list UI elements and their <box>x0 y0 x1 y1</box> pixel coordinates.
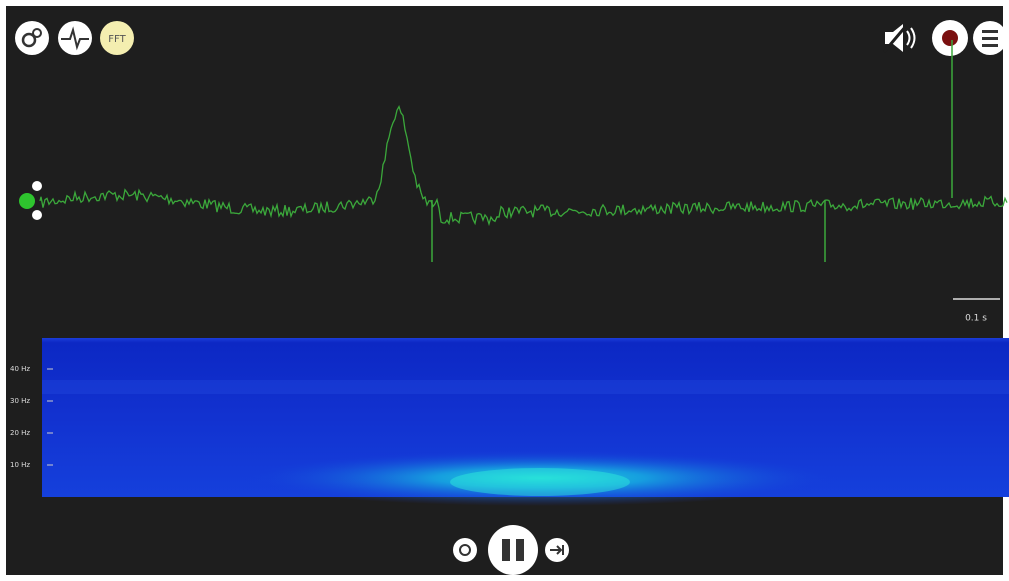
spectrogram <box>42 338 1009 506</box>
scale-label: 0.1 s <box>965 314 987 324</box>
fft-button[interactable]: FFT <box>100 21 134 55</box>
record-button[interactable] <box>932 20 968 56</box>
frequency-label: 30 Hz <box>10 397 30 405</box>
frequency-label: 10 Hz <box>10 461 30 469</box>
pause-button[interactable] <box>488 525 538 575</box>
frequency-label: 20 Hz <box>10 429 30 437</box>
app-screen: FFT 0.1 s 40 Hz 30 Hz 20 Hz 10 Hz <box>0 0 1009 581</box>
forward-button[interactable] <box>545 538 569 562</box>
threshold-button[interactable] <box>58 21 92 55</box>
fft-label: FFT <box>108 34 126 45</box>
frequency-label: 40 Hz <box>10 365 30 373</box>
settings-button[interactable] <box>15 21 49 55</box>
rewind-button[interactable] <box>453 538 477 562</box>
menu-button[interactable] <box>973 21 1007 55</box>
